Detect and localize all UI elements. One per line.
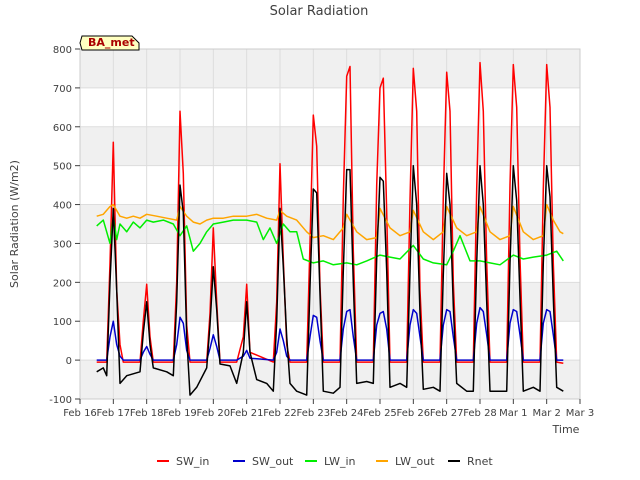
x-tick-label: Feb 27	[430, 408, 464, 419]
legend-label: SW_in	[176, 455, 209, 468]
y-tick-label: 600	[53, 123, 72, 134]
site-label-shape	[79, 35, 140, 51]
x-axis-ticks: Feb 16 Feb 17 Feb 18 Feb 19 Feb 20 Feb 21 Feb …	[63, 399, 594, 419]
x-tick-label: Feb 22	[263, 408, 297, 419]
x-tick-label: Feb 19	[163, 408, 197, 419]
x-tick-label: Feb 17	[97, 408, 131, 419]
x-tick-label: Feb 28	[463, 408, 497, 419]
site-label-badge: BA_met	[79, 35, 140, 51]
plot-band	[80, 126, 580, 166]
y-tick-label: 0	[66, 356, 72, 367]
plot-bands	[80, 49, 580, 399]
legend-label: LW_in	[324, 455, 356, 468]
series-layer	[96, 61, 564, 396]
x-tick-label: Feb 24	[330, 408, 364, 419]
y-tick-label: 700	[53, 84, 72, 95]
y-tick-label: 800	[53, 45, 72, 56]
x-tick-label: Feb 25	[363, 408, 397, 419]
x-tick-label: Mar 1	[499, 408, 527, 419]
y-axis-label: Solar Radiation (W/m2)	[8, 160, 21, 288]
series-line-LW_in	[96, 215, 564, 266]
x-tick-label: Feb 21	[230, 408, 264, 419]
series-line-SW_in	[96, 61, 564, 364]
x-tick-label: Feb 20	[197, 408, 231, 419]
y-axis-ticks: -100 0 100 200 300 400 500 600 700 800	[49, 45, 80, 406]
x-tick-label: Feb 18	[130, 408, 164, 419]
y-tick-label: 300	[53, 239, 72, 250]
x-tick-label: Feb 16	[63, 408, 97, 419]
legend-label: LW_out	[395, 455, 435, 468]
y-tick-label: 400	[53, 201, 72, 212]
y-tick-label: 500	[53, 162, 72, 173]
plot-band	[80, 282, 580, 322]
y-tick-label: 200	[53, 278, 72, 289]
legend-label: Rnet	[467, 455, 493, 468]
plot-band	[80, 49, 580, 88]
x-tick-label: Mar 2	[532, 408, 560, 419]
x-tick-label: Feb 23	[297, 408, 331, 419]
legend: SW_in SW_out LW_in LW_out Rnet	[157, 455, 493, 468]
series-line-Rnet	[96, 164, 564, 396]
chart-title: Solar Radiation	[270, 4, 369, 19]
site-label: BA_met	[88, 36, 135, 49]
legend-label: SW_out	[252, 455, 294, 468]
series-line-LW_out	[96, 203, 564, 241]
y-tick-label: -100	[49, 395, 72, 406]
x-tick-label: Mar 3	[566, 408, 594, 419]
x-axis-label: Time	[552, 423, 580, 436]
x-tick-label: Feb 26	[397, 408, 431, 419]
plot-area	[79, 48, 581, 400]
y-tick-label: 100	[53, 317, 72, 328]
